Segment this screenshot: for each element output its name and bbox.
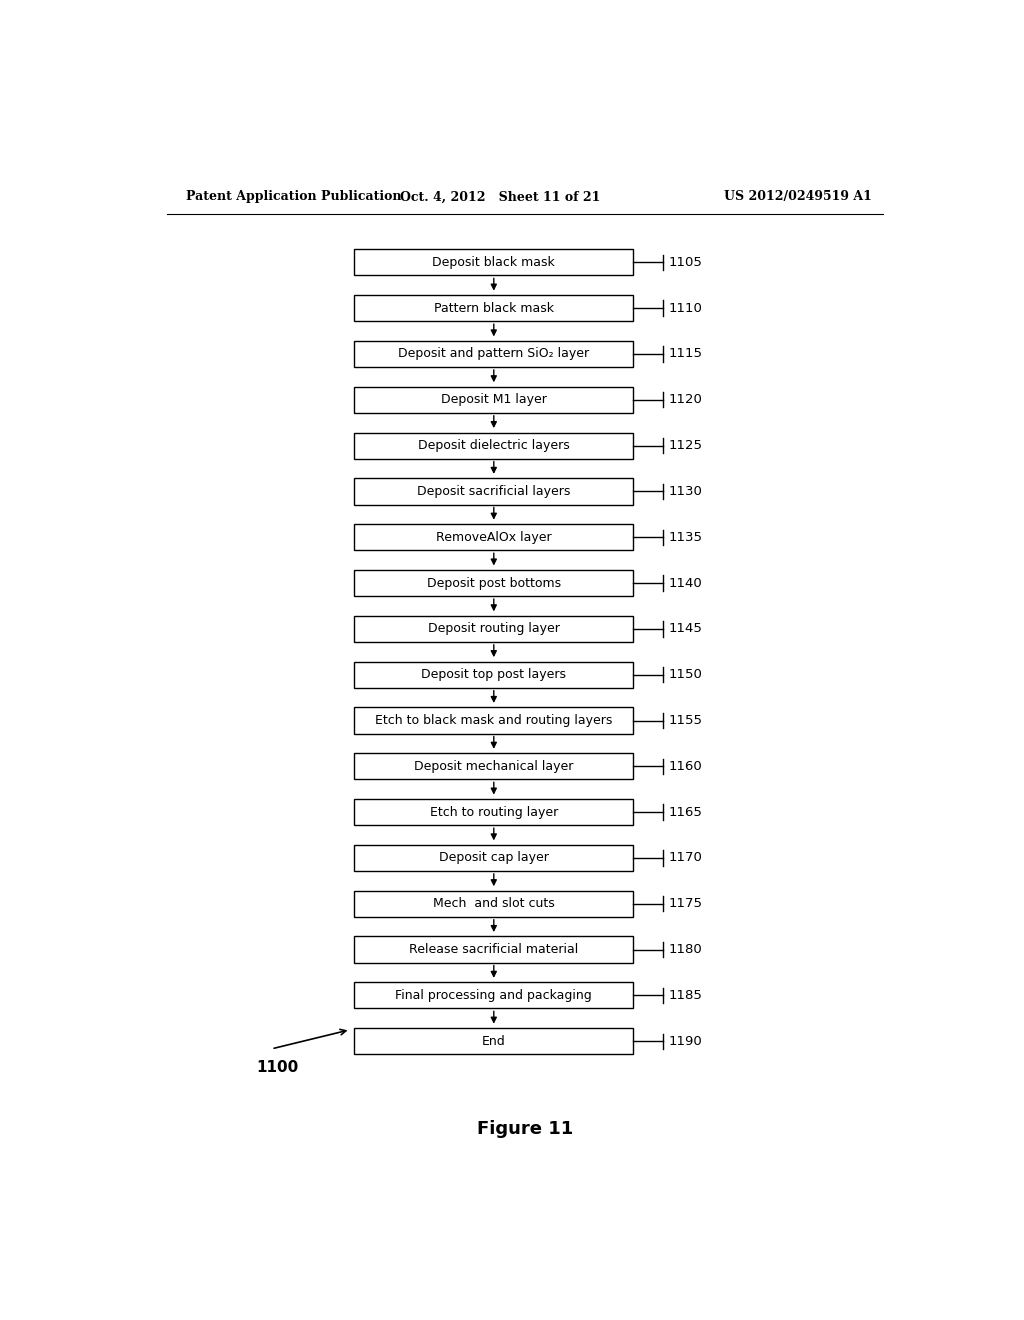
Bar [354, 296, 633, 321]
Text: Mech  and slot cuts: Mech and slot cuts [433, 898, 555, 911]
Text: US 2012/0249519 A1: US 2012/0249519 A1 [724, 190, 872, 203]
Text: 1160: 1160 [669, 760, 701, 772]
Bar [354, 845, 633, 871]
Text: Deposit post bottoms: Deposit post bottoms [427, 577, 561, 590]
Bar [354, 524, 633, 550]
Text: 1185: 1185 [669, 989, 702, 1002]
Text: 1125: 1125 [669, 440, 702, 453]
Text: Deposit and pattern SiO₂ layer: Deposit and pattern SiO₂ layer [398, 347, 590, 360]
Bar [354, 387, 633, 413]
Text: 1190: 1190 [669, 1035, 701, 1048]
Text: 1120: 1120 [669, 393, 702, 407]
Bar [354, 799, 633, 825]
Text: 1165: 1165 [669, 805, 702, 818]
Text: 1180: 1180 [669, 942, 701, 956]
Text: Patent Application Publication: Patent Application Publication [186, 190, 401, 203]
Bar [354, 661, 633, 688]
Text: Oct. 4, 2012   Sheet 11 of 21: Oct. 4, 2012 Sheet 11 of 21 [399, 190, 600, 203]
Text: Pattern black mask: Pattern black mask [434, 302, 554, 314]
Text: End: End [482, 1035, 506, 1048]
Text: 1170: 1170 [669, 851, 702, 865]
Bar [354, 433, 633, 459]
Bar [354, 570, 633, 597]
Text: 1105: 1105 [669, 256, 702, 269]
Text: 1175: 1175 [669, 898, 702, 911]
Text: Deposit top post layers: Deposit top post layers [421, 668, 566, 681]
Text: Etch to routing layer: Etch to routing layer [430, 805, 558, 818]
Text: Etch to black mask and routing layers: Etch to black mask and routing layers [375, 714, 612, 727]
Text: Deposit dielectric layers: Deposit dielectric layers [418, 440, 569, 453]
Bar [354, 249, 633, 276]
Bar [354, 982, 633, 1008]
Bar [354, 478, 633, 504]
Bar [354, 708, 633, 734]
Text: 1135: 1135 [669, 531, 702, 544]
Text: 1110: 1110 [669, 302, 702, 314]
Text: Deposit M1 layer: Deposit M1 layer [441, 393, 547, 407]
Text: 1155: 1155 [669, 714, 702, 727]
Bar [354, 891, 633, 917]
Text: Release sacrificial material: Release sacrificial material [410, 942, 579, 956]
Text: Final processing and packaging: Final processing and packaging [395, 989, 592, 1002]
Text: RemoveAlOx layer: RemoveAlOx layer [436, 531, 552, 544]
Text: 1145: 1145 [669, 622, 702, 635]
Text: 1130: 1130 [669, 484, 702, 498]
Text: Deposit cap layer: Deposit cap layer [439, 851, 549, 865]
Bar [354, 615, 633, 642]
Text: Deposit sacrificial layers: Deposit sacrificial layers [417, 484, 570, 498]
Text: Deposit black mask: Deposit black mask [432, 256, 555, 269]
Text: 1100: 1100 [256, 1060, 298, 1076]
Text: 1115: 1115 [669, 347, 702, 360]
Text: 1140: 1140 [669, 577, 701, 590]
Bar [354, 341, 633, 367]
Text: Deposit routing layer: Deposit routing layer [428, 622, 560, 635]
Bar [354, 1028, 633, 1055]
Bar [354, 936, 633, 962]
Text: Figure 11: Figure 11 [477, 1119, 572, 1138]
Text: Deposit mechanical layer: Deposit mechanical layer [414, 760, 573, 772]
Text: 1150: 1150 [669, 668, 702, 681]
Bar [354, 754, 633, 779]
